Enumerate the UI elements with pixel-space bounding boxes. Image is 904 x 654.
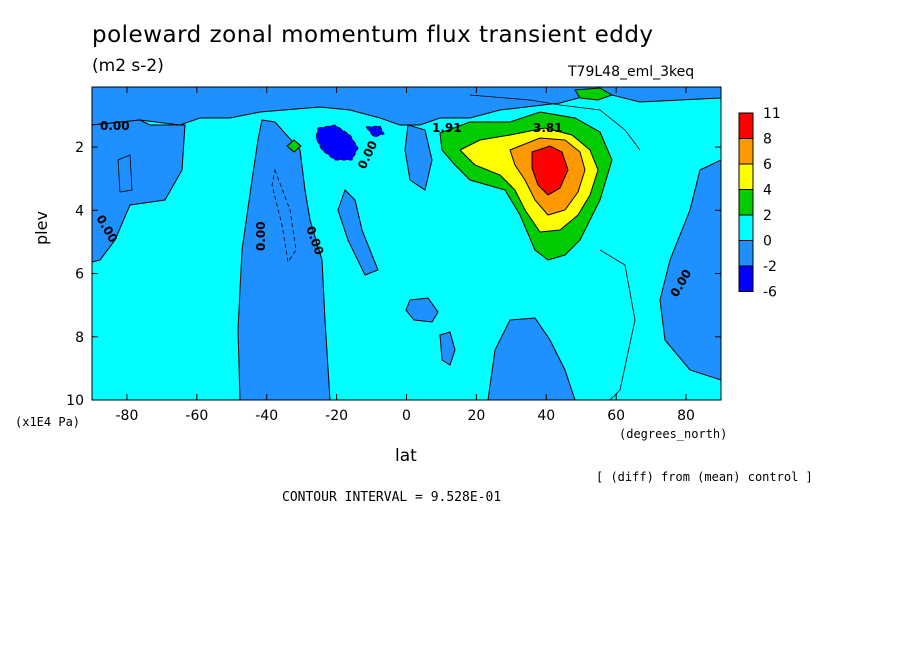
x-axis-unit: (degrees_north) — [619, 427, 728, 441]
neg-region-small — [439, 331, 456, 366]
colorbar-swatch — [738, 112, 754, 139]
y-axis: 2 4 6 8 10 — [66, 140, 721, 409]
neg-region-eq — [404, 124, 433, 191]
colorbar-label: 11 — [763, 106, 781, 122]
colorbar-label: 8 — [763, 132, 772, 148]
x-tick-label: 60 — [607, 408, 625, 424]
contour-fills — [92, 87, 721, 400]
neg-region-nh-east — [659, 159, 721, 381]
x-tick-label: -60 — [185, 408, 208, 424]
x-tick-label: 20 — [467, 408, 485, 424]
contour-label: 1.91 — [432, 121, 462, 135]
neg-region-sh-deep2 — [365, 125, 385, 138]
neg-region-sh-deep — [315, 124, 359, 161]
colorbar-label: 6 — [763, 157, 772, 173]
contour-line — [599, 249, 636, 400]
contour-line — [469, 94, 641, 151]
x-tick-label: -80 — [116, 408, 139, 424]
x-axis-label: lat — [395, 446, 417, 466]
y-tick-label: 8 — [75, 330, 84, 346]
y-tick-label: 10 — [66, 393, 84, 409]
x-axis: -80 -60 -40 -20 0 20 40 60 80 — [116, 87, 695, 424]
pos-8-region — [531, 145, 569, 196]
y-tick-label: 2 — [75, 140, 84, 156]
neg-region-sh-column — [237, 119, 331, 400]
colorbar-label: 0 — [763, 234, 772, 250]
y-tick-label: 6 — [75, 267, 84, 283]
neg-region-top — [92, 87, 721, 126]
colorbar: 11 8 6 4 2 0 -2 -6 — [738, 106, 781, 301]
chart-title: poleward zonal momentum flux transient e… — [92, 22, 654, 48]
neg-region-center — [405, 297, 439, 323]
colorbar-swatch — [738, 214, 754, 241]
y-axis-label: plev — [32, 211, 51, 245]
contour-line — [271, 168, 297, 264]
pos-top-blob — [574, 87, 614, 101]
x-tick-label: 0 — [402, 408, 411, 424]
run-label: T79L48_eml_3keq — [568, 64, 695, 80]
colorbar-swatch — [738, 240, 754, 267]
contour-interval: CONTOUR INTERVAL = 9.528E-01 — [282, 490, 502, 505]
colorbar-swatch — [738, 189, 754, 216]
colorbar-swatch — [738, 265, 754, 292]
x-tick-label: 40 — [537, 408, 555, 424]
neg-region-mid — [337, 189, 379, 276]
colorbar-label: 4 — [763, 183, 772, 199]
pos-sh-blob — [286, 139, 302, 153]
colorbar-swatch — [738, 138, 754, 165]
chart-subtitle: (m2 s-2) — [92, 56, 164, 76]
x-tick-label: -40 — [255, 408, 278, 424]
colorbar-label: 2 — [763, 208, 772, 224]
colorbar-label: -2 — [763, 259, 777, 275]
colorbar-label: -6 — [763, 285, 777, 301]
x-tick-label: -20 — [325, 408, 348, 424]
contour-label: 0.00 — [100, 119, 130, 133]
contour-label: 0.00 — [254, 221, 268, 251]
neg-region-nh-bottom — [487, 317, 576, 400]
colorbar-swatch — [738, 163, 754, 190]
y-axis-unit: (x1E4 Pa) — [15, 415, 81, 429]
y-tick-label: 4 — [75, 203, 84, 219]
x-tick-label: 80 — [677, 408, 695, 424]
diff-note: [ (diff) from (mean) control ] — [596, 470, 813, 484]
contour-label: 3.81 — [533, 121, 563, 135]
neg-region-sh-west — [92, 119, 186, 263]
contour-line — [117, 154, 133, 193]
